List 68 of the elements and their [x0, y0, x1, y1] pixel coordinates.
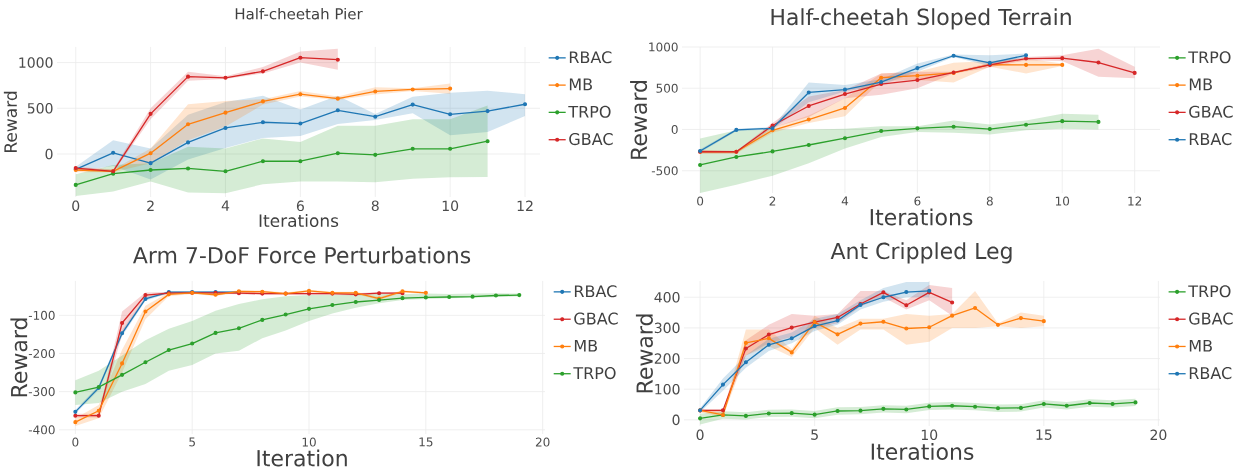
y-tick-label: 200: [654, 353, 680, 364]
y-tick-label: 0: [672, 414, 680, 426]
y-tick-label: -100: [28, 310, 55, 320]
x-tick-label: 10: [302, 437, 316, 447]
legend-label: RBAC: [574, 285, 617, 298]
x-tick-label: 8: [986, 196, 993, 206]
x-tick-label: 5: [811, 429, 818, 440]
chart-title: Half-cheetah Sloped Terrain: [771, 8, 1071, 30]
y-axis-title: Reward: [10, 318, 28, 397]
x-tick-label: 12: [1128, 196, 1142, 206]
legend-label: GBAC: [1189, 105, 1233, 118]
y-tick-label: 1000: [19, 57, 53, 68]
y-tick-label: 500: [27, 102, 53, 114]
chart-title: Arm 7-DoF Force Perturbations: [132, 246, 471, 264]
y-axis-title: Reward: [3, 91, 17, 152]
y-tick-label: 100: [655, 383, 680, 395]
chart-title: Ant Crippled Leg: [830, 242, 1012, 264]
legend-label: TRPO: [573, 367, 616, 380]
chart-title: Half-cheetah Pier: [235, 7, 363, 20]
legend-label: GBAC: [574, 312, 618, 325]
legend-label: GBAC: [1189, 312, 1233, 325]
y-tick-label: 300: [654, 322, 680, 334]
y-tick-label: 0: [45, 148, 53, 160]
legend-label: RBAC: [1189, 133, 1232, 146]
legend-label: RBAC: [1189, 367, 1232, 380]
x-tick-label: 8: [371, 200, 379, 212]
y-tick-label: -200: [28, 348, 55, 359]
x-tick-label: 2: [769, 196, 776, 206]
x-axis-title: Iterations: [259, 213, 339, 228]
y-axis-title: Reward: [630, 81, 648, 159]
x-axis-title: Iterations: [871, 442, 974, 460]
x-tick-label: 0: [72, 437, 79, 447]
y-tick-label: -400: [28, 425, 55, 435]
y-tick-label: 500: [656, 83, 678, 93]
x-tick-label: 15: [419, 437, 433, 447]
x-axis-title: Iterations: [870, 208, 973, 226]
x-tick-label: 10: [442, 200, 459, 212]
y-tick-label: 0: [671, 124, 678, 135]
x-tick-label: 5: [189, 437, 195, 447]
legend-label: MB: [569, 78, 592, 91]
y-tick-label: -500: [651, 166, 678, 176]
legend-label: TRPO: [1188, 51, 1231, 64]
x-tick-label: 4: [221, 200, 230, 211]
x-tick-label: 0: [696, 429, 704, 441]
legend-label: TRPO: [568, 105, 611, 118]
y-tick-label: 400: [654, 291, 680, 303]
x-tick-label: 6: [914, 196, 921, 206]
legend-label: GBAC: [569, 133, 613, 146]
x-tick-label: 2: [147, 200, 154, 211]
x-tick-label: 20: [1150, 429, 1167, 441]
x-tick-label: 15: [1036, 429, 1052, 440]
x-tick-label: 6: [296, 200, 304, 212]
legend-label: MB: [1189, 339, 1212, 352]
y-tick-label: 1000: [649, 42, 678, 52]
y-axis-title: Reward: [635, 314, 653, 393]
y-tick-label: -300: [28, 387, 55, 397]
x-axis-title: Iteration: [257, 449, 347, 467]
legend-label: TRPO: [1188, 285, 1231, 298]
x-tick-label: 10: [1055, 196, 1070, 206]
x-tick-label: 12: [517, 200, 533, 211]
x-tick-label: 20: [535, 437, 550, 447]
legend-label: RBAC: [569, 51, 612, 64]
x-tick-label: 0: [72, 200, 80, 212]
x-tick-label: 0: [697, 196, 704, 206]
legend-label: MB: [1189, 78, 1212, 91]
legend-label: MB: [574, 339, 598, 352]
x-tick-label: 4: [841, 196, 849, 206]
x-tick-label: 10: [921, 429, 938, 441]
